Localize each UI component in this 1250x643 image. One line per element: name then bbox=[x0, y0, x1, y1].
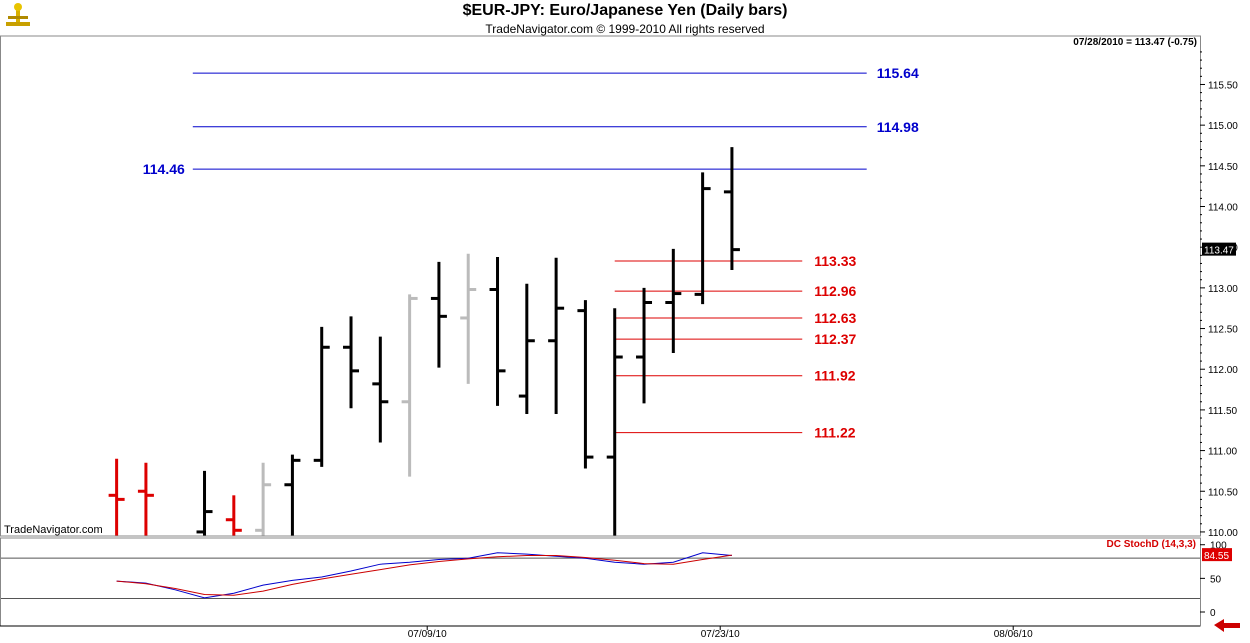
price-tick-label: 112.00 bbox=[1208, 365, 1238, 376]
price-tick-label: 115.00 bbox=[1208, 121, 1238, 132]
resistance-label: 114.98 bbox=[877, 119, 919, 135]
support-label: 112.96 bbox=[814, 283, 856, 299]
support-label: 112.63 bbox=[814, 310, 856, 326]
support-label: 111.22 bbox=[814, 425, 855, 441]
ohlc-bar bbox=[694, 172, 711, 305]
ohlc-bar bbox=[196, 470, 213, 536]
ohlc-bar bbox=[313, 326, 330, 467]
price-tick-label: 110.00 bbox=[1208, 528, 1238, 539]
ohlc-bar bbox=[577, 300, 594, 469]
last-quote: 07/28/2010 = 113.47 (-0.75) bbox=[1073, 37, 1197, 48]
price-tick-label: 114.50 bbox=[1208, 162, 1238, 173]
support-label: 113.33 bbox=[814, 253, 856, 269]
resistance-label: 115.64 bbox=[877, 65, 919, 81]
last-price-badge bbox=[1202, 242, 1236, 256]
ohlc-bar bbox=[460, 253, 477, 384]
copyright-text: TradeNavigator.com © 1999-2010 All right… bbox=[485, 22, 765, 36]
chart-title: $EUR-JPY: Euro/Japanese Yen (Daily bars) bbox=[462, 2, 788, 19]
ohlc-bars bbox=[108, 147, 740, 536]
ohlc-bar bbox=[489, 256, 506, 406]
price-tick-label: 111.00 bbox=[1208, 447, 1238, 458]
ohlc-bar bbox=[401, 294, 418, 477]
watermark-text: TradeNavigator.com bbox=[4, 524, 103, 536]
ohlc-bar bbox=[430, 261, 447, 368]
ohlc-bar bbox=[108, 458, 125, 536]
x-tick-label: 07/23/10 bbox=[701, 629, 740, 640]
support-label: 111.92 bbox=[814, 368, 855, 384]
stoch-last-badge bbox=[1202, 548, 1232, 562]
support-label: 112.37 bbox=[814, 331, 856, 347]
stoch-line-k bbox=[116, 552, 732, 599]
ohlc-bar bbox=[343, 316, 360, 409]
price-tick-label: 114.00 bbox=[1208, 203, 1238, 214]
ohlc-bar bbox=[636, 287, 653, 404]
stoch-last-label: 84.55 bbox=[1204, 551, 1229, 562]
ohlc-bar bbox=[518, 283, 535, 414]
price-panel-frame bbox=[0, 35, 1201, 537]
price-tick-label: 115.50 bbox=[1208, 80, 1238, 91]
ohlc-bar bbox=[372, 336, 389, 443]
stoch-tick-label: 50 bbox=[1210, 574, 1222, 585]
price-tick-label: 110.50 bbox=[1208, 487, 1238, 498]
axes: 110.00 110.50 111.00 111.50 112.00 112.50 113.… bbox=[0, 35, 1238, 627]
ohlc-bar bbox=[284, 454, 301, 536]
ohlc-bar bbox=[606, 308, 623, 536]
ohlc-bar bbox=[137, 462, 154, 536]
stoch-tick-label: 100 bbox=[1210, 541, 1227, 552]
level-lines: 115.64 114.98 114.46 113.33 112.96 112.63 112.… bbox=[143, 65, 919, 441]
price-tick-label: 112.50 bbox=[1208, 325, 1238, 336]
resistance-label: 114.46 bbox=[143, 161, 185, 177]
x-axis: 07/09/10 07/23/10 08/06/10 bbox=[0, 619, 1240, 640]
stoch-panel-frame bbox=[0, 537, 1201, 627]
ohlc-bar bbox=[225, 495, 242, 536]
ohlc-bar bbox=[723, 147, 740, 270]
x-tick-label: 07/09/10 bbox=[408, 629, 447, 640]
stochastic-panel bbox=[0, 552, 1200, 600]
ohlc-bar bbox=[548, 257, 565, 414]
x-tick-label: 08/06/10 bbox=[994, 629, 1033, 640]
stoch-title: DC StochD (14,3,3) bbox=[1106, 539, 1196, 550]
price-tick-label: 111.50 bbox=[1208, 406, 1238, 417]
ohlc-bar bbox=[255, 462, 272, 536]
price-tick-label: 113.00 bbox=[1208, 284, 1238, 295]
stoch-line-d bbox=[116, 554, 732, 596]
last-price-label: 113.47 bbox=[1204, 246, 1234, 257]
logo-icon bbox=[4, 2, 32, 30]
scroll-left-icon bbox=[1214, 619, 1240, 632]
ohlc-bar bbox=[665, 248, 682, 353]
stoch-tick-label: 0 bbox=[1210, 608, 1216, 619]
